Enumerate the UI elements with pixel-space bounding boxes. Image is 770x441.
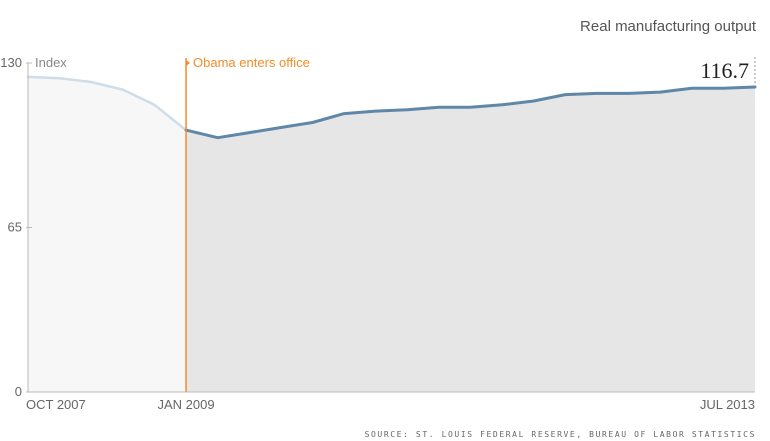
x-tick-label: JAN 2009	[157, 397, 214, 412]
event-marker: Obama enters office	[185, 55, 310, 392]
y-tick-label: 0	[15, 384, 22, 399]
series-line-segment-2	[184, 85, 757, 140]
area-fills	[28, 76, 755, 393]
last-value-label: 116.7	[700, 58, 749, 83]
y-tick-label: 65	[8, 220, 22, 235]
area-fill-segment-1	[28, 76, 186, 393]
series-line-segment-1	[26, 75, 188, 132]
event-label: Obama enters office	[193, 55, 310, 70]
series-lines	[26, 75, 757, 140]
chart-title: Real manufacturing output	[580, 18, 756, 35]
event-flag	[186, 60, 191, 66]
x-axis-labels: OCT 2007 JAN 2009 JUL 2013	[26, 397, 755, 412]
x-tick-label: JUL 2013	[700, 397, 755, 412]
y-axis-unit-label: Index	[35, 55, 67, 70]
y-tick-label: 130	[0, 55, 22, 70]
area-fill-segment-2	[186, 87, 755, 392]
x-tick-label: OCT 2007	[26, 397, 86, 412]
source-note: SOURCE: ST. LOUIS FEDERAL RESERVE, BUREA…	[364, 430, 756, 439]
last-value-marker: 116.7	[700, 57, 756, 84]
y-axis-labels: 130 65 0 Index	[0, 55, 67, 399]
